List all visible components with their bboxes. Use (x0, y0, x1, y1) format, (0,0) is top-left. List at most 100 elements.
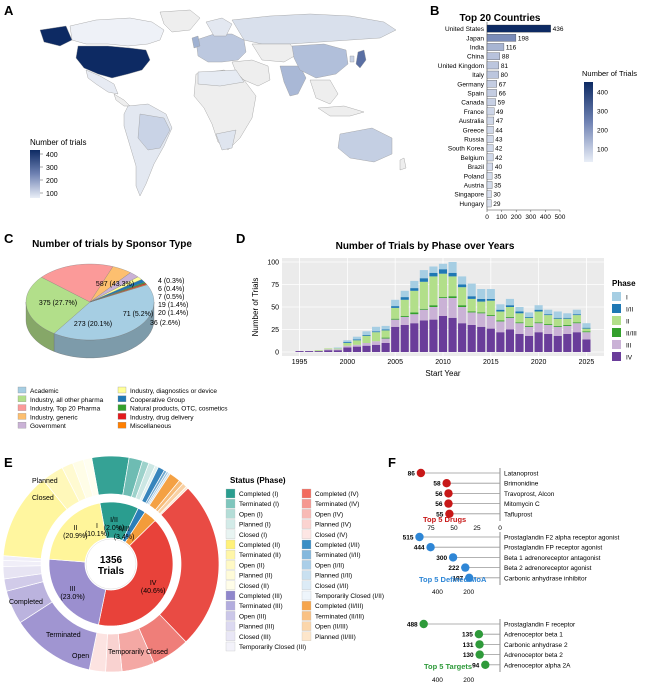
chart-e-legend-swatch (225, 550, 236, 560)
chart-b-bar (486, 126, 494, 134)
chart-f-x-tick-label: 75 (427, 525, 435, 532)
map-australia (337, 127, 393, 163)
chart-d-bar-segment (381, 338, 390, 343)
chart-d-x-axis-label: Start Year (425, 369, 460, 378)
chart-c-slice (89, 266, 131, 303)
chart-c-legend-swatch (117, 395, 127, 402)
map-legend-tick-label: 100 (46, 191, 58, 198)
map-usa (75, 45, 151, 79)
chart-f-x-tick-label: 400 (432, 677, 443, 684)
chart-d-bar-segment (553, 318, 562, 326)
chart-d-bar-segment (572, 314, 581, 316)
chart-d-bar-segment (371, 344, 381, 352)
chart-b-x-tick-label: 200 (511, 214, 522, 221)
chart-d-bar-segment (400, 297, 409, 300)
chart-c-title: Number of trials by Sponsor Type (32, 239, 192, 250)
chart-e-outer-label: Completed (9, 599, 43, 606)
chart-d-bar-segment (582, 323, 591, 328)
chart-c-slice (25, 277, 91, 334)
chart-b-value-label: 47 (496, 118, 504, 125)
chart-f-value-label: 197 (452, 575, 463, 582)
chart-b-bar (486, 61, 499, 70)
panel-letter-a: A (4, 3, 14, 18)
chart-c-legend-swatch (17, 395, 27, 402)
chart-b-bar (486, 172, 493, 180)
chart-e-legend-label: Planned (I/II) (315, 573, 352, 580)
chart-d-bar-segment (496, 321, 505, 333)
chart-e-legend-label: Open (II) (239, 562, 265, 569)
chart-d-bar-segment (429, 307, 438, 320)
chart-b-bar (486, 199, 492, 208)
chart-d-y-tick-label: 50 (271, 305, 279, 312)
chart-f-value-label: 56 (435, 501, 443, 508)
chart-e-legend-swatch (225, 611, 236, 621)
chart-d-bar-segment (534, 332, 543, 352)
chart-d-bar-segment (438, 297, 448, 298)
chart-d-x-tick-label: 2020 (531, 359, 547, 366)
chart-d-bar-segment (314, 350, 323, 352)
chart-c-slice-label: 273 (20.1%) (74, 321, 112, 328)
chart-e-legend-swatch (225, 509, 236, 519)
chart-d-bar-segment (534, 305, 543, 310)
chart-e-legend-label: Completed (I/II) (315, 542, 360, 549)
chart-d-bar-segment (343, 342, 352, 343)
chart-d-bar-segment (419, 270, 428, 279)
chart-d-bar-segment (524, 326, 534, 336)
chart-e-legend-swatch (301, 488, 312, 499)
chart-d-bar-segment (496, 332, 505, 352)
chart-d-bar-segment (333, 349, 342, 351)
chart-d-bar-segment (400, 290, 409, 298)
chart-d-bar-segment (563, 313, 572, 318)
chart-b-value-label: 436 (553, 26, 564, 33)
chart-c-legend-swatch (17, 422, 27, 429)
panel-letter-e: E (4, 455, 13, 470)
chart-d-bar-segment (343, 340, 352, 343)
chart-d-bar-segment (553, 326, 562, 336)
chart-b-bar (486, 70, 499, 79)
chart-e-legend-swatch (301, 570, 312, 580)
chart-b-value-label: 29 (493, 201, 501, 208)
chart-f-item-label: Brimonidine (504, 481, 539, 488)
map-brazil (137, 113, 171, 151)
map-legend-gradient (30, 150, 40, 198)
chart-d-x-tick-label: 2025 (579, 359, 595, 366)
chart-b-category-label: China (467, 54, 484, 61)
map-central-america (113, 93, 131, 107)
chart-f-value-label: 130 (463, 652, 474, 659)
chart-d-bar-segment (324, 350, 333, 352)
chart-d-legend-label: IV (626, 355, 633, 362)
chart-b-value-label: 80 (501, 72, 509, 79)
map-legend-tick-label: 400 (46, 152, 58, 159)
chart-b-category-label: Greece (463, 127, 485, 134)
chart-e-inner-label: (40.6%) (141, 588, 166, 595)
chart-d-bar-segment (429, 272, 438, 277)
panel-letter-f: F (388, 455, 396, 470)
chart-e-legend-swatch (225, 621, 236, 631)
chart-e-legend-swatch (301, 509, 312, 519)
chart-e-legend-swatch (225, 570, 236, 580)
chart-e-inner-segment (48, 502, 107, 563)
chart-e-inner-label: IV (150, 580, 157, 587)
chart-e-legend-label: Open (IV) (315, 511, 343, 518)
chart-b-value-label: 198 (518, 35, 529, 42)
chart-d-bar-segment (505, 316, 515, 318)
chart-d-bar-segment (438, 269, 448, 274)
chart-f-item-label: Adrenoceptor beta 1 (504, 632, 563, 639)
chart-c-legend-label: Cooperative Group (130, 397, 185, 404)
chart-d-bar-segment (563, 325, 572, 334)
panel-letter-c: C (4, 231, 14, 246)
chart-e-legend-label: Closed (I/II) (315, 583, 349, 590)
chart-c-slice-label: 6 (0.4%) (158, 286, 184, 293)
map-europe (195, 33, 247, 63)
chart-c-slice-label: 71 (5.2%) (123, 311, 153, 318)
chart-e-legend-swatch (301, 611, 312, 621)
chart-d-bar-segment (429, 266, 438, 273)
chart-d-bar-segment (419, 281, 428, 309)
chart-b-category-label: United States (445, 26, 485, 33)
chart-d-bar-segment (371, 331, 381, 333)
chart-e-legend-label: Open (III) (239, 613, 266, 620)
chart-d-legend-swatch (612, 292, 621, 301)
chart-f-value-label: 135 (462, 632, 473, 639)
chart-d-bar-segment (505, 317, 515, 330)
chart-f-item-label: Carbonic anhydrase inhibitor (504, 575, 588, 582)
